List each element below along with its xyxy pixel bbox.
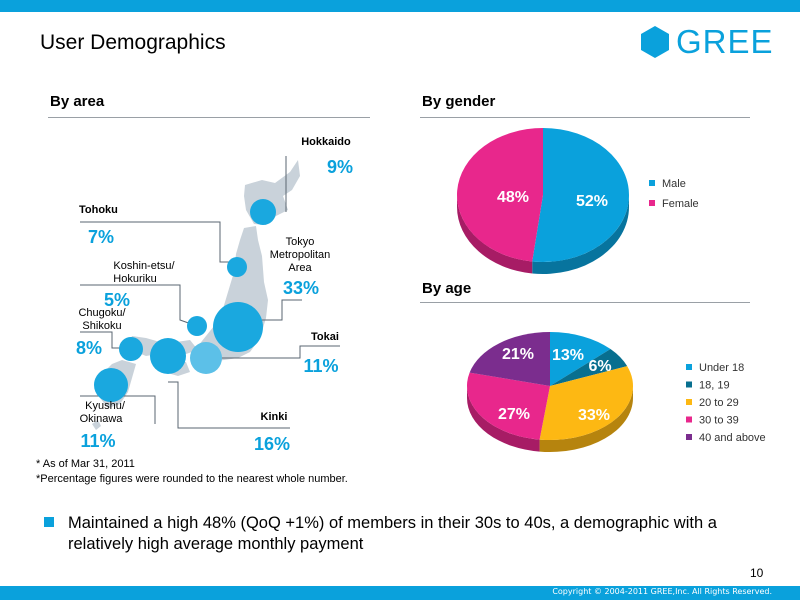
gender-pie-sides xyxy=(457,195,629,274)
age-pie-chart: 13%6% 33% 27% 21% Under 18 18, 19 20 to 29 30 t… xyxy=(467,332,766,452)
age-legend-swatch-0 xyxy=(686,364,692,370)
by-age-rule xyxy=(420,302,750,303)
region-name-chugoku-2: Shikoku xyxy=(82,320,121,332)
japan-map-figure: Hokkaido Tohoku Tokyo Metropolitan Area … xyxy=(76,136,353,454)
age-legend-swatch-4 xyxy=(686,434,692,440)
age-value-label-3: 27% xyxy=(498,406,530,423)
bubble-kinki xyxy=(150,338,186,374)
age-legend-label-1: 18, 19 xyxy=(699,380,730,392)
age-pie-sides xyxy=(467,386,633,452)
gender-legend-label-1: Female xyxy=(662,198,699,210)
by-age-heading: By age xyxy=(422,280,472,297)
leader-kinki xyxy=(168,381,290,429)
leader-tokyo xyxy=(262,299,302,321)
region-name-tokai: Tokai xyxy=(311,331,339,343)
page-number: 10 xyxy=(750,566,764,580)
logo-text: GREE xyxy=(676,23,774,60)
age-side-3 xyxy=(467,386,540,452)
top-accent-bar xyxy=(0,0,800,12)
gender-pie-slices xyxy=(456,127,629,262)
region-value-kyushu: 11% xyxy=(80,431,115,451)
gender-side-1 xyxy=(457,195,533,274)
bottom-accent-bar xyxy=(0,586,800,600)
age-value-label-4: 21% xyxy=(502,346,534,363)
bubble-tokyo xyxy=(213,302,263,352)
age-value-label-1: 6% xyxy=(588,358,611,375)
bubble-tohoku xyxy=(227,257,247,277)
age-pie-slices xyxy=(467,332,633,440)
region-name-koshinetsu-1: Koshin-etsu/ xyxy=(113,260,175,272)
region-name-kinki: Kinki xyxy=(261,411,288,423)
age-value-label-0: 13% xyxy=(552,347,584,364)
region-name-tokyo-2: Metropolitan xyxy=(270,249,331,261)
age-slice-under-18 xyxy=(550,332,611,386)
gender-value-label-1: 48% xyxy=(497,189,529,206)
region-names: Hokkaido Tohoku Tokyo Metropolitan Area … xyxy=(78,136,351,425)
gender-pie-chart: 52% 48% Male Female xyxy=(456,127,699,274)
age-legend-label-0: Under 18 xyxy=(699,362,744,374)
region-value-tokai: 11% xyxy=(303,356,338,376)
region-name-tohoku: Tohoku xyxy=(79,204,118,216)
region-value-kinki: 16% xyxy=(254,434,290,454)
region-name-kyushu-1: Kyushu/ xyxy=(85,400,126,412)
age-legend-label-3: 30 to 39 xyxy=(699,415,739,427)
gender-slice-male xyxy=(532,128,629,262)
bubble-koshinetsu xyxy=(187,316,207,336)
bubble-hokkaido xyxy=(250,199,276,225)
gender-slice-female xyxy=(456,127,543,262)
by-area-rule xyxy=(48,117,370,118)
age-legend-label-4: 40 and above xyxy=(699,432,766,444)
region-value-tokyo: 33% xyxy=(283,278,319,298)
age-legend-swatch-3 xyxy=(686,416,692,423)
gender-legend-label-0: Male xyxy=(662,178,686,190)
region-values: 9% 7% 33% 5% 8% 11% 11% 16% xyxy=(76,157,353,454)
hexagon-logo-icon xyxy=(641,26,669,58)
region-name-tokyo-1: Tokyo xyxy=(286,236,315,248)
age-side-2 xyxy=(539,386,633,452)
region-value-hokkaido: 9% xyxy=(327,157,353,177)
slide-title: User Demographics xyxy=(40,31,226,54)
age-legend-swatch-2 xyxy=(686,399,692,405)
region-name-tokyo-3: Area xyxy=(288,262,312,274)
by-gender-rule xyxy=(420,117,750,118)
summary-bullet: Maintained a high 48% (QoQ +1%) of membe… xyxy=(68,514,717,553)
region-value-chugoku: 8% xyxy=(76,338,102,358)
region-bubbles xyxy=(94,199,276,402)
bubble-tokai xyxy=(190,342,222,374)
bubble-chugoku xyxy=(119,337,143,361)
region-name-hokkaido: Hokkaido xyxy=(301,136,351,148)
region-value-koshinetsu: 5% xyxy=(104,290,130,310)
gender-value-label-0: 52% xyxy=(576,193,608,210)
age-legend-swatch-1 xyxy=(686,381,692,388)
age-slice-20-to-29 xyxy=(539,366,633,440)
region-name-kyushu-2: Okinawa xyxy=(80,413,124,425)
gender-legend-swatch-1 xyxy=(649,200,655,206)
age-slice-18-19 xyxy=(550,349,628,386)
by-area-heading: By area xyxy=(50,93,105,110)
bullet-square xyxy=(44,517,54,527)
age-value-label-2: 33% xyxy=(578,407,610,424)
note-rounding: *Percentage figures were rounded to the … xyxy=(36,473,348,485)
note-date: * As of Mar 31, 2011 xyxy=(36,458,135,470)
region-value-tohoku: 7% xyxy=(88,227,114,247)
gender-legend-swatch-0 xyxy=(649,180,655,186)
copyright-text: Copyright © 2004-2011 GREE,Inc. All Righ… xyxy=(552,587,772,596)
age-slice-30-to-39 xyxy=(467,372,550,440)
age-legend-label-2: 20 to 29 xyxy=(699,397,739,409)
gree-logo: GREE xyxy=(640,23,774,60)
leader-tokai xyxy=(218,345,340,359)
gender-side-0 xyxy=(532,195,629,274)
region-name-chugoku-1: Chugoku/ xyxy=(78,307,126,319)
region-name-koshinetsu-2: Hokuriku xyxy=(113,273,156,285)
bubble-kyushu xyxy=(94,368,128,402)
by-gender-heading: By gender xyxy=(422,93,496,110)
age-slice-40-and-above xyxy=(469,332,550,386)
